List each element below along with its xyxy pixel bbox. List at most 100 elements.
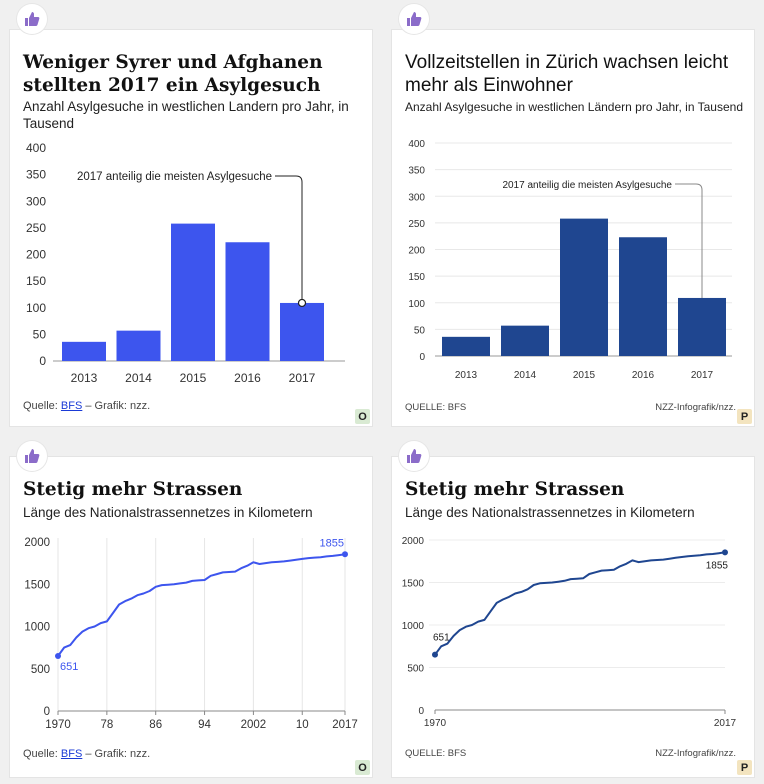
x-tick-label: 2015 [573,370,596,381]
variant-badge: P [737,409,752,424]
x-tick-label: 2014 [514,370,537,381]
thumbs-up-icon[interactable] [399,4,429,34]
x-tick-label: 2014 [125,371,152,385]
y-tick-label: 200 [408,246,425,257]
y-tick-label: 300 [26,194,46,208]
start-value-label: 651 [60,661,78,673]
annotation-label: 2017 anteilig die meisten Asylgesuche [502,180,672,191]
x-tick-label: 2013 [455,370,478,381]
thumbs-up-icon[interactable] [17,441,47,471]
y-tick-label: 150 [26,274,46,288]
start-point [55,652,61,659]
x-tick-label: 2017 [332,719,358,731]
y-tick-label: 1500 [402,579,425,590]
bar-chart: 0 50 100 150 200 250 300 350 400 2013 2014 2015 2016… [408,139,732,381]
chart-title: Weniger Syrer und Afghanen stellten 2017… [23,51,323,97]
chart-title: Stetig mehr Strassen [405,479,625,500]
source-suffix: – Grafik: nzz. [82,400,151,412]
variant-badge: P [737,760,752,775]
chart-subtitle: Länge des Nationalstrassennetzes in Kilo… [23,505,313,520]
y-tick-label: 50 [414,325,426,336]
source-link[interactable]: BFS [60,748,83,760]
annotation-line [675,183,703,298]
y-tick-label: 0 [44,706,50,718]
line-chart: 0 500 1000 1500 2000 1970 2017 651 1855 [402,536,737,729]
annotation-dot [297,298,307,308]
x-tick-label: 94 [198,719,211,731]
y-tick-label: 150 [408,272,425,283]
title-line: stellten 2017 ein Asylgesuch [23,75,321,96]
credit-note: NZZ-Infografik/nzz. [655,748,736,759]
y-tick-label: 200 [26,248,46,262]
bar [560,218,608,356]
title-line: mehr als Einwohner [405,75,573,96]
chart-panel-p1: Vollzeitstellen in Zürich wachsen leicht… [391,29,755,427]
end-value-label: 1855 [706,560,729,571]
x-tick-label: 2002 [241,719,267,731]
bar [225,242,270,361]
y-tick-label: 0 [419,352,425,363]
y-tick-label: 50 [33,327,47,341]
start-point [432,651,438,658]
bar-chart: 0 50 100 150 200 250 300 350 400 2013 2014 2015 2016… [26,141,345,385]
variant-badge: O [355,760,370,775]
thumbs-up-icon[interactable] [399,441,429,471]
start-value-label: 651 [433,633,450,644]
y-tick-label: 300 [408,192,425,203]
chart-title: Vollzeitstellen in Zürich wachsen leicht… [405,51,728,97]
y-tick-label: 100 [26,301,46,315]
bar [678,297,726,356]
y-tick-label: 2000 [402,536,425,547]
chart-subtitle: Anzahl Asylgesuche in westlichen Ländern… [405,100,743,114]
chart-subtitle: Anzahl Asylgesuche in westlichen Landern… [23,98,349,132]
y-tick-label: 250 [408,219,425,230]
y-tick-label: 1000 [402,621,425,632]
line-chart: 0 500 1000 1500 2000 1970 78 86 94 2002 10 2017 651 1… [24,537,358,731]
x-tick-label: 1970 [45,719,71,731]
bar [62,341,106,361]
y-tick-label: 1500 [24,579,50,591]
bar [501,325,549,356]
x-tick-label: 2017 [289,371,316,385]
end-point [722,549,728,556]
source-note: QUELLE: BFS [405,748,467,759]
x-tick-label: 86 [149,719,162,731]
source-link[interactable]: BFS [60,400,83,412]
title-line: Weniger Syrer und Afghanen [23,52,323,73]
x-tick-label: 2017 [714,718,737,729]
end-value-label: 1855 [320,537,344,549]
source-prefix: Quelle: [23,400,61,412]
y-tick-label: 350 [26,168,46,182]
title-line: Vollzeitstellen in Zürich wachsen leicht [405,52,729,73]
x-tick-label: 78 [100,719,113,731]
y-tick-label: 400 [408,139,425,150]
source-note: Quelle: BFS – Grafik: nzz. [23,400,150,412]
bar [171,223,215,361]
y-tick-label: 350 [408,166,425,177]
source-prefix: Quelle: [23,748,61,760]
end-point [342,551,348,558]
annotation-label: 2017 anteilig die meisten Asylgesuche [77,171,272,183]
x-tick-label: 1970 [424,718,447,729]
x-tick-label: 2015 [180,371,207,385]
y-tick-label: 100 [408,299,425,310]
y-tick-label: 400 [26,141,46,155]
y-tick-label: 0 [39,354,46,368]
x-tick-label: 2017 [691,370,714,381]
annotation-line [275,175,303,303]
thumbs-up-icon[interactable] [17,4,47,34]
source-suffix: – Grafik: nzz. [82,748,151,760]
credit-note: NZZ-Infografik/nzz. [655,402,736,413]
y-tick-label: 500 [407,664,424,675]
chart-subtitle: Länge des Nationalstrassennetzes in Kilo… [405,505,695,520]
source-note: Quelle: BFS – Grafik: nzz. [23,748,150,760]
x-tick-label: 10 [296,719,309,731]
variant-badge: O [355,409,370,424]
bar [116,330,161,361]
series-line [434,551,726,656]
bar [280,302,324,361]
chart-panel-p2: Stetig mehr Strassen Länge des Nationals… [391,456,755,778]
subtitle-line: Tausend [23,116,75,131]
y-tick-label: 2000 [24,537,50,549]
bar [619,237,667,356]
